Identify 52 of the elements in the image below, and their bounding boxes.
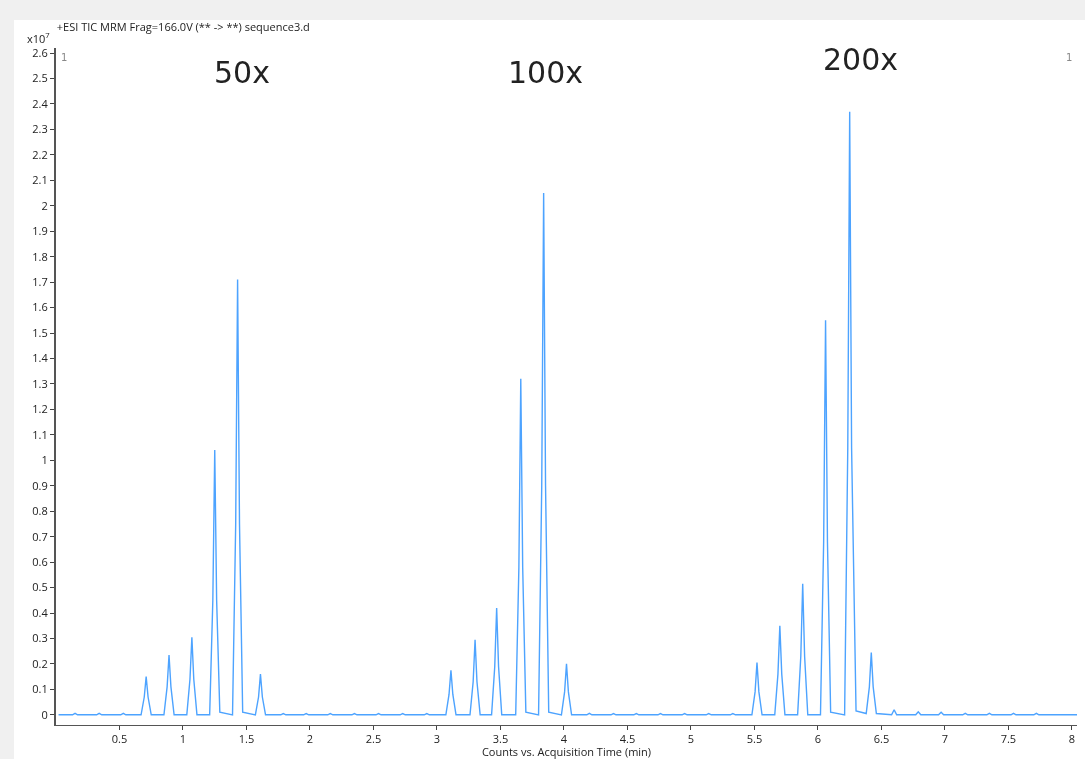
- y-tick-label: 2.1: [32, 172, 48, 188]
- annotation: 1: [61, 52, 68, 63]
- x-tick-label: 3: [433, 731, 441, 747]
- line-series: [57, 110, 1077, 716]
- y-tick-label: 1.7: [32, 274, 48, 289]
- x-tick-label: 4.5: [619, 731, 636, 747]
- y-tick-label: 0.6: [32, 553, 48, 569]
- y-tick-label: 2.4: [32, 95, 49, 111]
- x-tick-label: 5.5: [746, 731, 763, 747]
- y-tick-label: 0.4: [32, 604, 49, 620]
- x-tick-label: 6.5: [873, 731, 890, 747]
- y-tick-label: 0.7: [32, 528, 48, 544]
- annotation: 50x: [214, 55, 270, 90]
- y-tick-label: 2.2: [32, 146, 48, 162]
- x-tick-label: 0.5: [111, 731, 128, 747]
- x-tick-label: 2.5: [365, 731, 382, 747]
- x-tick-label: 1.5: [238, 731, 255, 747]
- y-tick-label: 1.4: [32, 350, 49, 366]
- y-tick-label: 0.1: [32, 681, 48, 697]
- y-tick-label: 2.3: [32, 121, 48, 137]
- y-tick-label: 0: [41, 706, 48, 722]
- x-tick-label: 6: [814, 731, 822, 747]
- y-tick-label: 1.2: [32, 401, 48, 417]
- y-tick-label: 2.6: [32, 44, 48, 60]
- y-axis-title: x10$^{7}$: [27, 30, 51, 46]
- annotation: 1: [1066, 52, 1073, 63]
- y-tick-label: 0.2: [32, 655, 48, 671]
- y-tick-label: 1.5: [32, 324, 48, 340]
- x-tick-label: 1: [179, 731, 187, 747]
- y-tick-label: 1.9: [32, 223, 48, 239]
- chart-title: +ESI TIC MRM Frag=166.0V (** -> **) sequence3.d: [56, 19, 310, 35]
- x-tick-label: 7: [941, 731, 949, 747]
- y-tick-label: 0.9: [32, 477, 48, 493]
- x-tick-label: 2: [306, 731, 314, 747]
- annotation: 200x: [823, 42, 899, 77]
- annotation: 100x: [508, 55, 584, 90]
- y-tick-label: 0.3: [32, 630, 48, 646]
- x-tick-label: 4: [560, 731, 568, 747]
- x-tick-label: 8: [1068, 731, 1076, 747]
- x-axis-title: Counts vs. Acquisition Time (min): [481, 744, 652, 759]
- y-tick-label: 1.8: [32, 248, 48, 264]
- y-tick-label: 1: [41, 452, 48, 468]
- y-tick-label: 0.8: [32, 503, 48, 519]
- x-tick-label: 3.5: [492, 731, 509, 747]
- y-tick-label: 1.3: [32, 375, 48, 391]
- x-tick-label: 5: [687, 731, 695, 747]
- y-tick-label: 1.1: [32, 426, 48, 442]
- x-tick-label: 7.5: [1000, 731, 1017, 747]
- y-tick-label: 1.6: [32, 299, 48, 315]
- y-tick-label: 2: [41, 197, 48, 213]
- y-tick-label: 0.5: [32, 579, 48, 595]
- y-tick-label: 2.5: [32, 70, 48, 86]
